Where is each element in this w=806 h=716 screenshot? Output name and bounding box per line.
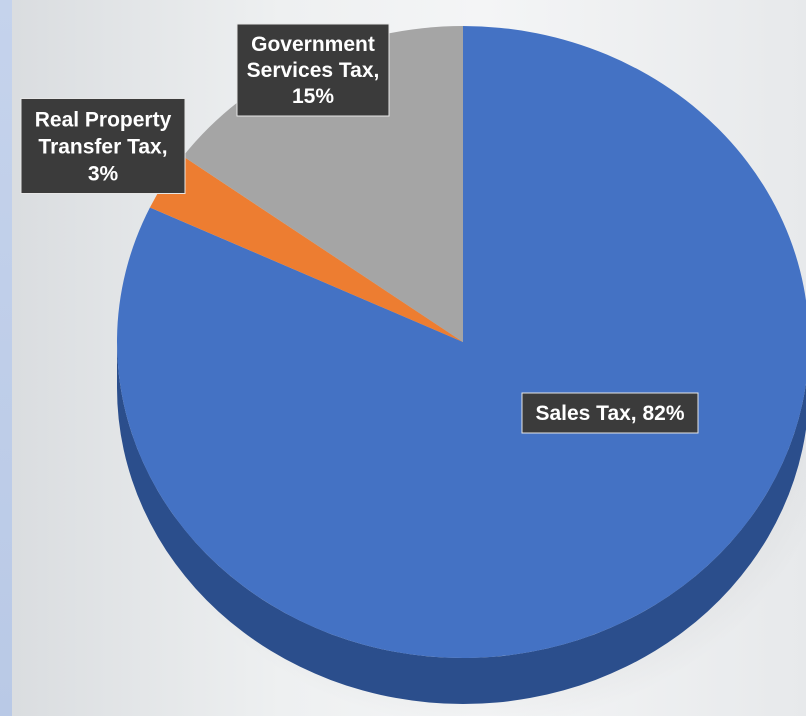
data-label-text: Sales Tax, 82% [535, 402, 684, 425]
data-label-text: Government [251, 33, 375, 56]
data-label-text: Transfer Tax, [38, 136, 167, 159]
pie-slice-real-property-transfer-tax [149, 156, 463, 342]
left-edge-strip [0, 0, 12, 716]
data-labels: Sales Tax, 82% Real Property Transfer Tax,… [20, 23, 699, 434]
data-label-government-services-tax: Government Services Tax, 15% [236, 23, 390, 117]
data-label-text: Services Tax, [247, 59, 380, 82]
data-label-text: 15% [292, 85, 334, 108]
pie-top-faces [117, 26, 806, 658]
data-label-real-property-transfer-tax: Real Property Transfer Tax, 3% [20, 98, 186, 194]
data-label-sales-tax: Sales Tax, 82% [521, 392, 699, 434]
data-label-box [521, 392, 699, 434]
data-label-box [236, 23, 390, 117]
data-label-text: Real Property [35, 109, 172, 132]
data-label-text: 3% [88, 163, 119, 186]
pie-slice-sales-tax [117, 26, 806, 658]
data-label-box [20, 98, 186, 194]
